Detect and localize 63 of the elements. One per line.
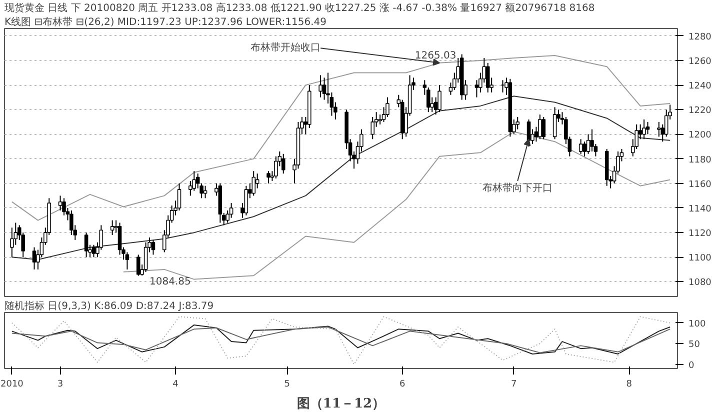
candlestick [538,114,542,140]
x-tick-label: 8 [626,380,632,390]
candlestick [84,232,88,258]
y-tick-label: 100 [688,319,706,330]
y-tick-label: 1260 [688,56,712,67]
candlestick [244,185,248,216]
candlestick [252,170,256,196]
y-tick-label: 0 [688,360,694,371]
candlestick [582,141,586,157]
candlestick [92,244,96,258]
x-tick-label: 5 [284,380,290,390]
chart-title: 随机指标 日(9,3,3) K:86.09 D:87.24 J:83.79 [4,300,214,312]
x-tick-label: 7 [511,380,517,390]
candlestick [474,80,479,98]
candlestick [144,242,148,272]
y-tick-label: 1280 [688,32,712,42]
candlestick [70,210,74,236]
candlestick [516,116,520,130]
y-tick-label: 1080 [688,278,712,288]
y-tick-label: 1120 [688,229,712,240]
y-tick-label: 1140 [688,204,712,214]
candlestick [229,202,234,218]
x-tick-label: 4 [172,380,179,390]
x-tick-label: 2010 [0,380,24,390]
candlestick [110,220,114,236]
candlestick [578,138,583,154]
candlestick [136,254,140,276]
candlestick [274,156,278,179]
y-tick-label: 1200 [688,130,712,141]
annotation: 布林带向下开口 [482,182,553,194]
candlestick [542,116,546,140]
candlestick [58,195,62,211]
candlestick [118,222,122,256]
candlestick [642,118,646,140]
candlestick [657,121,661,138]
annotation: 1084.85 [150,276,191,288]
x-tick-label: 3 [57,380,64,390]
line-series [11,316,671,365]
text: 图（11－12） [296,396,386,412]
y-tick-label: 1100 [688,254,712,264]
candlestick [32,246,36,270]
candlestick [322,77,326,100]
candlestick [438,84,442,113]
candlestick [552,106,557,140]
x-tick-label: 6 [399,380,406,390]
candlestick [192,170,196,192]
candlestick [386,96,390,118]
y-tick-label: 50 [688,340,700,350]
chart-subtitle: K线图 ⊟布林带 ⊟(26,2) MID:1197.23 UP:1237.96 LOWER:1156.49 [4,16,327,28]
candlestick [281,153,286,174]
candlestick [586,134,590,154]
y-tick-label: 1160 [688,180,712,190]
chart-title: 现货黄金 日线 下 20100820 周五 开1233.08 高1233.08 低1221.90 收1227.25 涨 -4.67 -0.38% 量16927 额20796718 8168 [4,2,595,14]
candlestick [151,239,156,256]
candlestick [266,170,270,184]
annotation: 布林带开始收口 [250,42,321,54]
y-tick-label: 1180 [688,155,712,166]
candlestick [125,252,130,270]
candlestick [486,62,490,93]
y-tick-label: 1240 [688,82,712,92]
candlestick [318,74,322,98]
annotation: 1265.03 [414,50,456,62]
y-tick-label: 1220 [688,106,712,116]
